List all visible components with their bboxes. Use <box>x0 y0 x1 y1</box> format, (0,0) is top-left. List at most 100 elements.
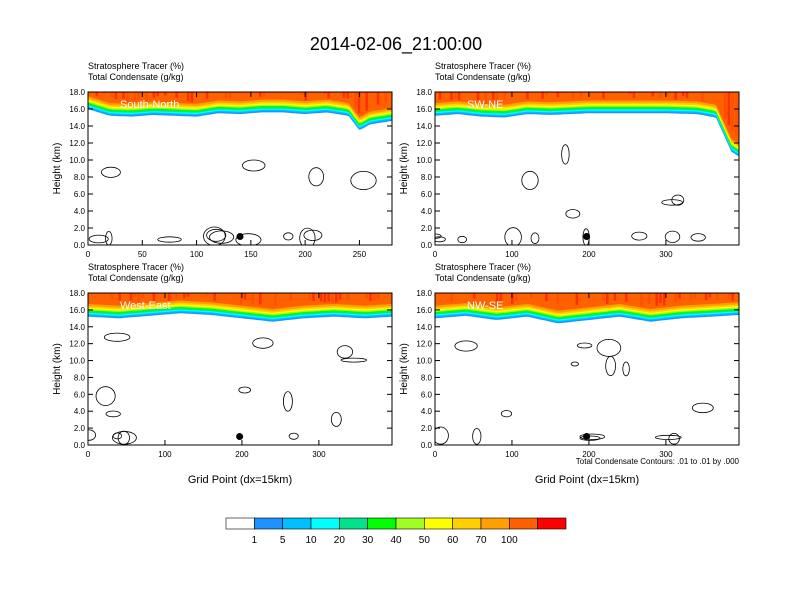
colorbar-label: 20 <box>334 535 346 546</box>
tracer-streak <box>727 293 731 300</box>
y-tick-label: 10.0 <box>69 357 85 366</box>
tracer-streak <box>613 293 617 301</box>
tracer-streak <box>492 92 495 100</box>
panel-label: NW-SE <box>467 300 503 312</box>
x-tick-label: 200 <box>235 450 249 459</box>
tracer-streak <box>327 293 330 302</box>
y-tick-label: 14.0 <box>416 323 432 332</box>
field-label: Stratosphere Tracer (%) <box>88 61 184 71</box>
contour-loop <box>88 429 96 441</box>
tracer-band <box>435 92 739 148</box>
panel-label: SW-NE <box>467 99 503 111</box>
location-marker <box>236 233 244 240</box>
contour-loop <box>454 340 478 352</box>
tracer-streak <box>133 92 137 100</box>
contour-loop <box>88 234 109 244</box>
tracer-streak <box>625 293 628 302</box>
tracer-streak <box>541 92 544 99</box>
y-tick-label: 4.0 <box>74 207 86 216</box>
x-axis-label: Grid Point (dx=15km) <box>188 474 292 486</box>
condensate-contours <box>88 159 377 245</box>
tracer-streak <box>122 92 125 99</box>
tracer-streak <box>484 92 487 103</box>
contour-loop <box>157 236 182 243</box>
panel-2: Stratosphere Tracer (%)Total Condensate … <box>399 61 740 259</box>
tracer-streak <box>556 92 560 98</box>
colorbar-swatch <box>254 517 283 530</box>
colorbar-label: 40 <box>390 535 402 546</box>
y-tick-label: 16.0 <box>416 306 432 315</box>
x-tick-label: 0 <box>86 250 91 259</box>
tracer-streak <box>190 92 194 103</box>
contour-loop <box>500 410 513 418</box>
tracer-streak <box>685 92 689 99</box>
x-tick-label: 200 <box>582 250 596 259</box>
contour-loop <box>631 231 648 241</box>
x-tick-label: 0 <box>433 450 438 459</box>
y-tick-label: 14.0 <box>416 122 432 131</box>
x-tick-label: 200 <box>298 250 312 259</box>
tracer-streak <box>457 92 461 101</box>
y-tick-label: 8.0 <box>74 173 86 182</box>
field-label: Total Condensate (g/kg) <box>435 72 531 82</box>
tracer-streak <box>126 92 129 103</box>
contour-loop <box>235 233 262 245</box>
tracer-streak <box>503 92 506 100</box>
colorbar-label: 50 <box>419 535 431 546</box>
tracer-streak <box>514 293 518 301</box>
contour-loop <box>283 232 294 241</box>
panel-label: West-East <box>120 300 171 312</box>
tracer-streak <box>308 293 311 300</box>
y-tick-label: 0.0 <box>421 441 433 450</box>
contour-loop <box>690 233 706 242</box>
tracer-field <box>88 293 392 322</box>
tracer-streak <box>186 92 190 102</box>
tracer-band <box>435 92 739 146</box>
contour-loop <box>252 337 274 349</box>
tracer-streak <box>454 92 457 99</box>
tracer-streak <box>365 92 368 111</box>
field-label: Total Condensate (g/kg) <box>88 72 184 82</box>
field-label: Stratosphere Tracer (%) <box>435 61 531 71</box>
tracer-streak <box>137 293 140 302</box>
x-tick-label: 0 <box>86 450 91 459</box>
tracer-band <box>435 92 739 144</box>
tracer-streak <box>251 293 254 304</box>
contour-loop <box>340 357 368 363</box>
x-tick-label: 300 <box>312 450 326 459</box>
x-tick-label: 100 <box>190 250 204 259</box>
colorbar-swatch <box>509 517 538 530</box>
x-tick-label: 150 <box>244 250 258 259</box>
tracer-streak <box>571 92 575 99</box>
colorbar-swatch <box>395 517 425 530</box>
y-axis-label: Height (km) <box>399 143 410 195</box>
y-axis-label: Height (km) <box>52 343 63 395</box>
contour-loop <box>241 159 266 172</box>
contour-loop <box>435 233 442 239</box>
tracer-streak <box>240 293 243 304</box>
contour-loop <box>105 410 121 418</box>
tracer-streak <box>259 92 262 97</box>
tracer-streak <box>365 293 368 299</box>
tracer-streak <box>175 92 178 99</box>
tracer-streak <box>175 293 178 299</box>
y-tick-label: 14.0 <box>69 323 85 332</box>
tracer-streak <box>335 293 338 303</box>
contour-loop <box>105 231 113 245</box>
panels: Stratosphere Tracer (%)Total Condensate … <box>52 61 740 486</box>
tracer-streak <box>183 293 186 299</box>
y-axis-label: Height (km) <box>399 343 410 395</box>
contour-loop <box>238 386 252 394</box>
tracer-streak <box>141 293 144 299</box>
tracer-streak <box>545 92 548 95</box>
y-tick-label: 6.0 <box>421 390 433 399</box>
contour-loop <box>103 332 131 342</box>
y-tick-label: 0.0 <box>74 441 86 450</box>
tracer-streak <box>323 92 327 94</box>
tracer-streak <box>369 293 372 302</box>
tracer-streak <box>156 92 159 97</box>
y-tick-label: 10.0 <box>416 357 432 366</box>
contour-loop <box>299 227 316 245</box>
tracer-streak <box>606 293 609 304</box>
tracer-streak <box>213 293 216 301</box>
